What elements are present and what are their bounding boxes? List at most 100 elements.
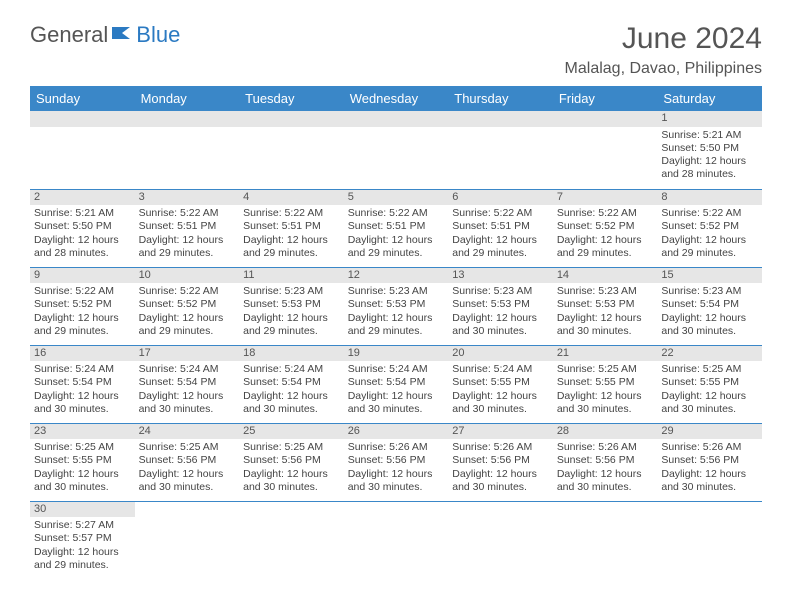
calendar-cell: 11Sunrise: 5:23 AMSunset: 5:53 PMDayligh… xyxy=(239,267,344,345)
day-content: Sunrise: 5:22 AMSunset: 5:52 PMDaylight:… xyxy=(553,205,658,264)
weekday-header: Friday xyxy=(553,86,658,111)
day-content: Sunrise: 5:21 AMSunset: 5:50 PMDaylight:… xyxy=(657,127,762,186)
calendar-row: 9Sunrise: 5:22 AMSunset: 5:52 PMDaylight… xyxy=(30,267,762,345)
logo-text-general: General xyxy=(30,22,108,48)
day-number: 1 xyxy=(657,111,762,127)
day-number: 14 xyxy=(553,268,658,284)
calendar-head: SundayMondayTuesdayWednesdayThursdayFrid… xyxy=(30,86,762,111)
calendar-cell: 17Sunrise: 5:24 AMSunset: 5:54 PMDayligh… xyxy=(135,345,240,423)
calendar-row: 23Sunrise: 5:25 AMSunset: 5:55 PMDayligh… xyxy=(30,423,762,501)
day-number: 20 xyxy=(448,346,553,362)
calendar-cell: 6Sunrise: 5:22 AMSunset: 5:51 PMDaylight… xyxy=(448,189,553,267)
calendar-cell-empty xyxy=(135,501,240,579)
calendar-cell: 19Sunrise: 5:24 AMSunset: 5:54 PMDayligh… xyxy=(344,345,449,423)
day-number-empty xyxy=(448,502,553,518)
day-number-empty xyxy=(135,502,240,518)
day-number: 21 xyxy=(553,346,658,362)
day-number: 18 xyxy=(239,346,344,362)
day-number: 12 xyxy=(344,268,449,284)
day-number: 22 xyxy=(657,346,762,362)
calendar-cell: 27Sunrise: 5:26 AMSunset: 5:56 PMDayligh… xyxy=(448,423,553,501)
calendar-cell: 2Sunrise: 5:21 AMSunset: 5:50 PMDaylight… xyxy=(30,189,135,267)
day-number: 24 xyxy=(135,424,240,440)
day-number: 7 xyxy=(553,190,658,206)
day-number: 4 xyxy=(239,190,344,206)
day-number: 3 xyxy=(135,190,240,206)
calendar-row: 2Sunrise: 5:21 AMSunset: 5:50 PMDaylight… xyxy=(30,189,762,267)
day-content: Sunrise: 5:25 AMSunset: 5:56 PMDaylight:… xyxy=(135,439,240,498)
day-content: Sunrise: 5:23 AMSunset: 5:53 PMDaylight:… xyxy=(344,283,449,342)
day-content: Sunrise: 5:26 AMSunset: 5:56 PMDaylight:… xyxy=(657,439,762,498)
day-number: 17 xyxy=(135,346,240,362)
day-content: Sunrise: 5:22 AMSunset: 5:51 PMDaylight:… xyxy=(344,205,449,264)
day-number: 5 xyxy=(344,190,449,206)
weekday-header: Monday xyxy=(135,86,240,111)
day-number: 10 xyxy=(135,268,240,284)
calendar-cell: 3Sunrise: 5:22 AMSunset: 5:51 PMDaylight… xyxy=(135,189,240,267)
day-number-empty xyxy=(30,111,135,127)
day-content: Sunrise: 5:23 AMSunset: 5:53 PMDaylight:… xyxy=(239,283,344,342)
day-content: Sunrise: 5:24 AMSunset: 5:54 PMDaylight:… xyxy=(135,361,240,420)
day-number: 6 xyxy=(448,190,553,206)
day-number-empty xyxy=(448,111,553,127)
calendar-cell: 5Sunrise: 5:22 AMSunset: 5:51 PMDaylight… xyxy=(344,189,449,267)
day-content: Sunrise: 5:22 AMSunset: 5:52 PMDaylight:… xyxy=(657,205,762,264)
day-content: Sunrise: 5:25 AMSunset: 5:55 PMDaylight:… xyxy=(657,361,762,420)
day-number: 23 xyxy=(30,424,135,440)
day-number-empty xyxy=(344,502,449,518)
calendar-cell: 8Sunrise: 5:22 AMSunset: 5:52 PMDaylight… xyxy=(657,189,762,267)
calendar-cell: 10Sunrise: 5:22 AMSunset: 5:52 PMDayligh… xyxy=(135,267,240,345)
calendar-cell-empty xyxy=(553,501,658,579)
calendar-cell: 16Sunrise: 5:24 AMSunset: 5:54 PMDayligh… xyxy=(30,345,135,423)
day-content: Sunrise: 5:22 AMSunset: 5:51 PMDaylight:… xyxy=(135,205,240,264)
day-number: 25 xyxy=(239,424,344,440)
day-number-empty xyxy=(553,111,658,127)
calendar-cell: 15Sunrise: 5:23 AMSunset: 5:54 PMDayligh… xyxy=(657,267,762,345)
day-content: Sunrise: 5:24 AMSunset: 5:54 PMDaylight:… xyxy=(30,361,135,420)
calendar-cell: 18Sunrise: 5:24 AMSunset: 5:54 PMDayligh… xyxy=(239,345,344,423)
day-number-empty xyxy=(239,502,344,518)
day-content: Sunrise: 5:22 AMSunset: 5:52 PMDaylight:… xyxy=(30,283,135,342)
calendar-cell: 29Sunrise: 5:26 AMSunset: 5:56 PMDayligh… xyxy=(657,423,762,501)
calendar-cell: 4Sunrise: 5:22 AMSunset: 5:51 PMDaylight… xyxy=(239,189,344,267)
day-number: 2 xyxy=(30,190,135,206)
calendar-cell: 24Sunrise: 5:25 AMSunset: 5:56 PMDayligh… xyxy=(135,423,240,501)
calendar-cell: 30Sunrise: 5:27 AMSunset: 5:57 PMDayligh… xyxy=(30,501,135,579)
day-number: 30 xyxy=(30,502,135,518)
day-content: Sunrise: 5:22 AMSunset: 5:51 PMDaylight:… xyxy=(239,205,344,264)
calendar-row: 16Sunrise: 5:24 AMSunset: 5:54 PMDayligh… xyxy=(30,345,762,423)
calendar-cell-empty xyxy=(344,111,449,189)
day-content: Sunrise: 5:21 AMSunset: 5:50 PMDaylight:… xyxy=(30,205,135,264)
calendar-cell-empty xyxy=(657,501,762,579)
day-number-empty xyxy=(553,502,658,518)
day-content: Sunrise: 5:26 AMSunset: 5:56 PMDaylight:… xyxy=(448,439,553,498)
calendar-cell-empty xyxy=(239,111,344,189)
calendar-cell: 21Sunrise: 5:25 AMSunset: 5:55 PMDayligh… xyxy=(553,345,658,423)
logo-text-blue: Blue xyxy=(136,22,180,48)
calendar-cell: 1Sunrise: 5:21 AMSunset: 5:50 PMDaylight… xyxy=(657,111,762,189)
day-number: 13 xyxy=(448,268,553,284)
day-number: 28 xyxy=(553,424,658,440)
calendar-cell: 13Sunrise: 5:23 AMSunset: 5:53 PMDayligh… xyxy=(448,267,553,345)
calendar-cell: 23Sunrise: 5:25 AMSunset: 5:55 PMDayligh… xyxy=(30,423,135,501)
day-number-empty xyxy=(657,502,762,518)
day-number: 15 xyxy=(657,268,762,284)
weekday-header: Saturday xyxy=(657,86,762,111)
calendar-cell-empty xyxy=(553,111,658,189)
day-content: Sunrise: 5:23 AMSunset: 5:53 PMDaylight:… xyxy=(553,283,658,342)
day-number-empty xyxy=(135,111,240,127)
day-content: Sunrise: 5:23 AMSunset: 5:54 PMDaylight:… xyxy=(657,283,762,342)
logo: General Blue xyxy=(30,22,180,48)
calendar: SundayMondayTuesdayWednesdayThursdayFrid… xyxy=(30,86,762,579)
location: Malalag, Davao, Philippines xyxy=(565,60,762,78)
calendar-cell: 26Sunrise: 5:26 AMSunset: 5:56 PMDayligh… xyxy=(344,423,449,501)
weekday-header: Tuesday xyxy=(239,86,344,111)
calendar-cell: 9Sunrise: 5:22 AMSunset: 5:52 PMDaylight… xyxy=(30,267,135,345)
calendar-cell: 12Sunrise: 5:23 AMSunset: 5:53 PMDayligh… xyxy=(344,267,449,345)
flag-icon xyxy=(112,25,134,46)
day-content: Sunrise: 5:25 AMSunset: 5:55 PMDaylight:… xyxy=(553,361,658,420)
day-content: Sunrise: 5:26 AMSunset: 5:56 PMDaylight:… xyxy=(344,439,449,498)
day-number: 26 xyxy=(344,424,449,440)
day-number-empty xyxy=(344,111,449,127)
day-content: Sunrise: 5:24 AMSunset: 5:54 PMDaylight:… xyxy=(239,361,344,420)
